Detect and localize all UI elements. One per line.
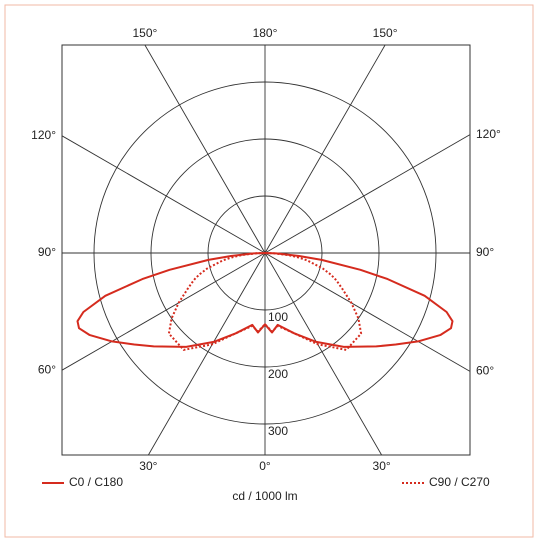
angle-tick-label: 150° [132,26,157,40]
angle-tick-label: 30° [139,459,157,473]
spoke [144,45,266,254]
axis-label: cd / 1000 lm [232,489,297,503]
angle-tick-label: 120° [31,128,56,142]
angle-tick-label: 60° [476,364,494,378]
spoke [62,252,266,371]
spoke [264,252,383,455]
spoke [264,252,470,372]
r-tick-label: 300 [268,424,288,438]
angle-tick-label: 120° [476,127,501,141]
curves [76,252,454,351]
frame [4,4,534,538]
angle-tick-label: 180° [253,26,278,40]
legend-label: C90 / C270 [429,475,490,489]
angle-tick-label: 90° [38,245,56,259]
angle-tick-label: 150° [373,26,398,40]
angle-tick-label: 30° [373,459,391,473]
spoke [264,134,470,254]
r-tick-label: 100 [268,310,288,324]
legend-label: C0 / C180 [69,475,123,489]
plot-box [61,44,471,456]
angle-tick-label: 90° [476,245,494,259]
spoke [147,252,266,455]
grid [62,45,470,455]
r-tick-label: 200 [268,367,288,381]
angle-tick-label: 60° [38,362,56,376]
spoke [264,45,386,254]
labels: 100 200 300 180° 150° 150° 120° 120° 90° 90° 60° 60… [31,26,501,489]
angle-tick-label: 0° [259,459,271,473]
spoke [62,135,266,254]
intensity-curve [76,252,454,348]
